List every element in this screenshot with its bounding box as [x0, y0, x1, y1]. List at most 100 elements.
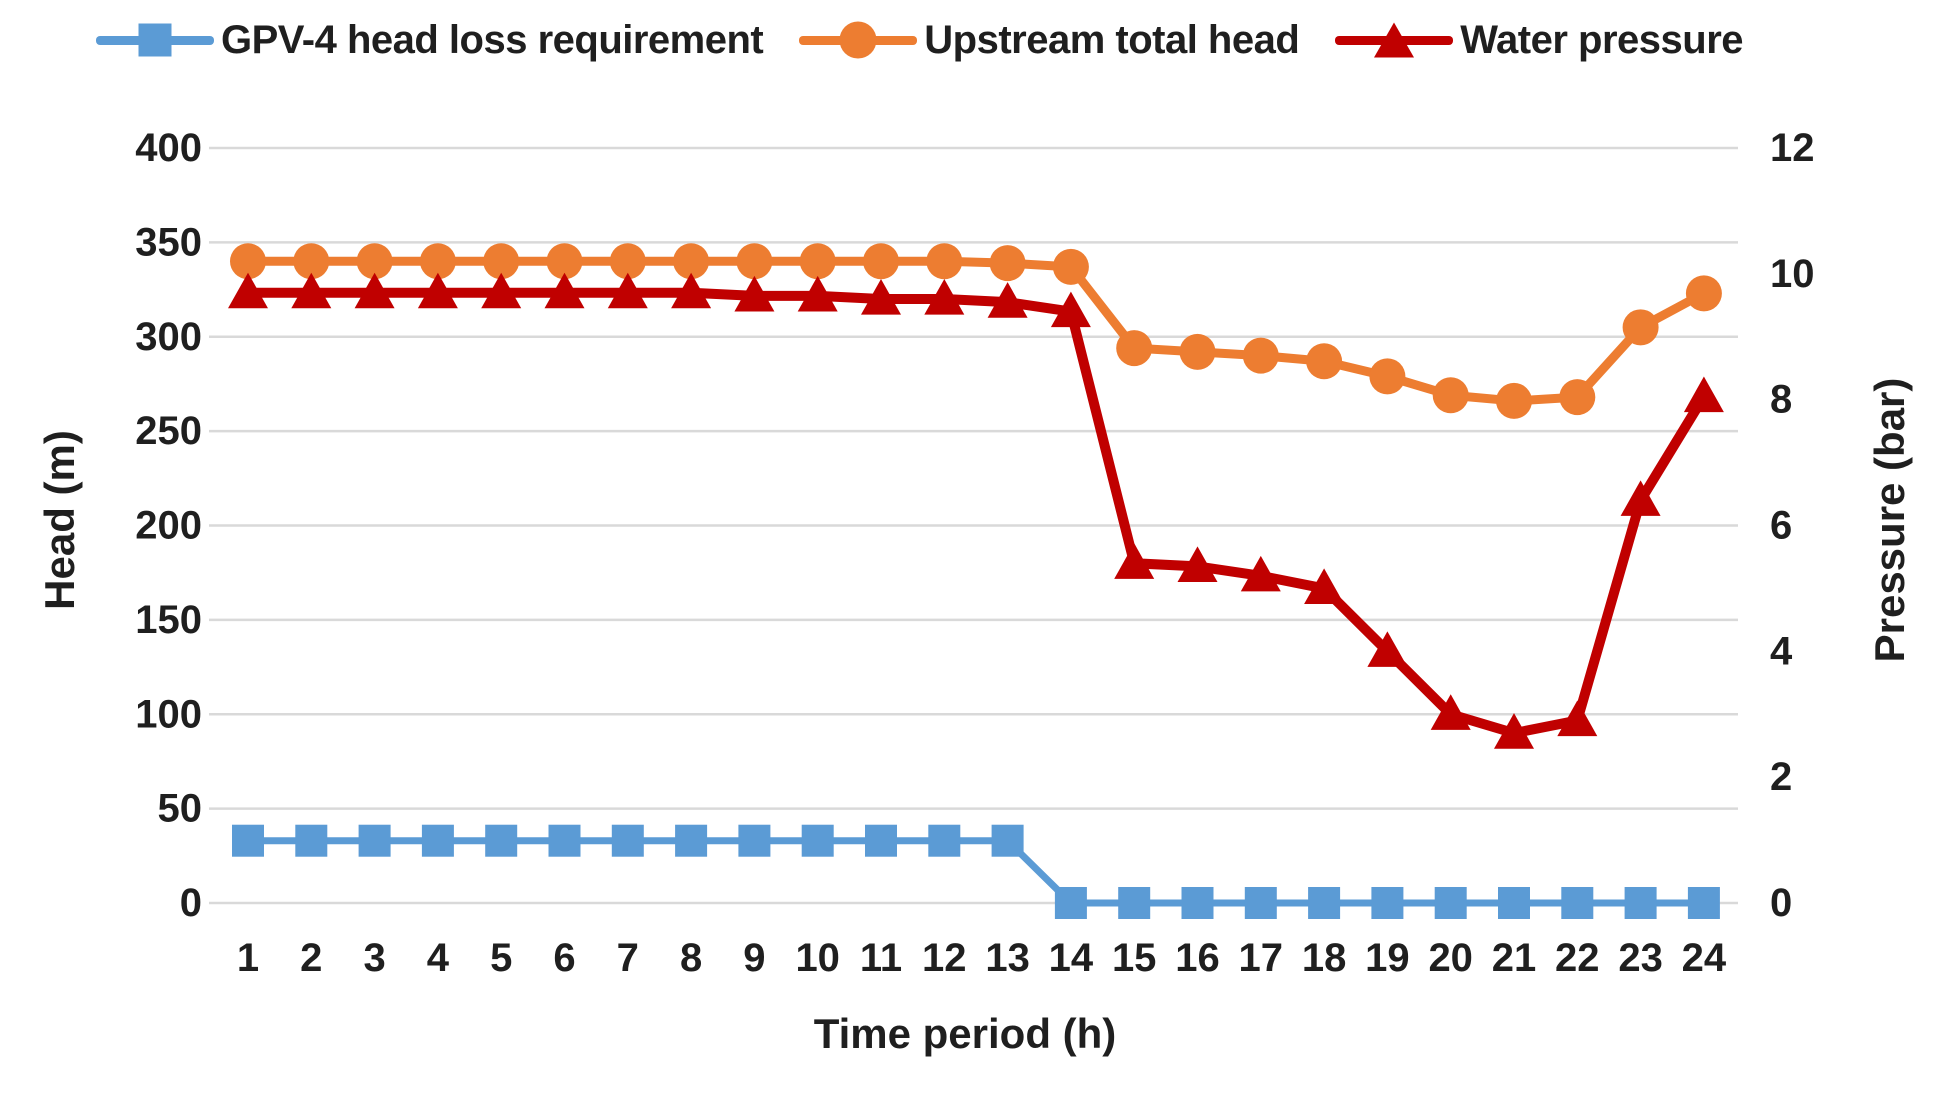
data-point-triangle — [1050, 291, 1091, 328]
data-point-circle — [546, 243, 583, 280]
chart-legend: GPV-4 head loss requirement Upstream tot… — [96, 14, 1744, 66]
data-point-square — [1054, 887, 1087, 919]
data-point-square — [865, 824, 897, 857]
right-axis-tick-label: 6 — [1770, 504, 1792, 548]
x-axis-tick-label: 6 — [553, 936, 575, 980]
data-point-square — [1371, 887, 1404, 919]
x-axis-tick-label: 11 — [860, 936, 902, 980]
data-point-triangle — [987, 282, 1028, 318]
x-axis-tick-label: 1 — [237, 936, 259, 980]
data-point-triangle — [671, 272, 712, 309]
data-point-triangle — [228, 272, 268, 309]
legend-label-upstream: Upstream total head — [924, 17, 1300, 62]
data-point-circle — [1179, 333, 1216, 370]
data-point-circle — [1242, 337, 1279, 374]
data-point-circle — [1116, 330, 1153, 367]
data-point-triangle — [924, 279, 965, 315]
data-point-square — [1181, 887, 1214, 919]
data-point-triangle — [1367, 631, 1408, 667]
x-axis-tick-label: 7 — [617, 936, 639, 980]
x-axis-tick-label: 14 — [1049, 936, 1094, 980]
x-axis-tick-label: 22 — [1555, 936, 1600, 980]
left-axis-tick-label: 250 — [135, 409, 202, 453]
x-axis-title: Time period (h) — [813, 1010, 1117, 1057]
x-axis-tick-label: 15 — [1112, 936, 1157, 980]
left-axis-tick-label: 350 — [135, 220, 202, 264]
data-point-square — [295, 824, 328, 857]
right-axis-tick-label: 10 — [1770, 252, 1815, 296]
data-point-triangle — [1114, 543, 1155, 579]
data-point-square — [1118, 887, 1151, 919]
data-point-circle — [1496, 382, 1532, 419]
x-axis-tick-label: 20 — [1428, 936, 1473, 980]
left-axis-tick-label: 400 — [135, 126, 202, 170]
data-point-triangle — [1177, 546, 1218, 582]
legend-item-gpv4-head-loss: GPV-4 head loss requirement — [96, 17, 764, 63]
x-axis-tick-label: 16 — [1175, 936, 1220, 980]
data-point-circle — [863, 243, 899, 280]
triangle-marker-icon — [1374, 22, 1415, 58]
square-marker-icon — [138, 23, 172, 57]
right-axis-tick-label: 4 — [1770, 629, 1793, 673]
data-point-circle — [1306, 343, 1343, 380]
data-point-square — [1434, 887, 1467, 919]
data-point-square — [1624, 887, 1657, 919]
x-axis-tick-label: 10 — [795, 936, 840, 980]
left-axis-tick-label: 200 — [135, 504, 202, 548]
data-point-triangle — [1683, 376, 1724, 413]
right-axis-tick-label: 0 — [1770, 881, 1792, 925]
x-axis-tick-label: 2 — [300, 936, 322, 980]
legend-label-water-pressure: Water pressure — [1460, 17, 1744, 62]
data-point-square — [1498, 887, 1530, 919]
data-point-triangle — [1494, 713, 1534, 749]
data-point-circle — [799, 243, 836, 280]
left-axis-tick-label: 0 — [180, 881, 202, 925]
data-point-circle — [1369, 358, 1406, 395]
series-line-square — [248, 837, 1704, 907]
left-axis-tick-label: 150 — [135, 598, 202, 642]
x-axis-tick-label: 8 — [680, 936, 702, 980]
data-point-triangle — [734, 275, 775, 312]
data-point-circle — [609, 243, 646, 280]
data-point-square — [232, 824, 264, 857]
circle-marker-icon — [839, 21, 877, 59]
data-point-square — [738, 824, 771, 857]
data-point-square — [358, 824, 391, 857]
x-axis-tick-label: 9 — [743, 936, 765, 980]
legend-circle-marker-icon — [799, 18, 918, 62]
data-point-triangle — [1430, 694, 1471, 730]
left-axis-tick-label: 300 — [135, 315, 202, 359]
series-line-triangle — [248, 287, 1709, 739]
legend-triangle-marker-icon — [1335, 18, 1454, 62]
right-axis-tick-label: 2 — [1770, 755, 1792, 799]
data-point-square — [1308, 887, 1341, 919]
x-axis-tick-label: 13 — [985, 936, 1030, 980]
data-point-circle — [483, 243, 520, 280]
x-axis-tick-label: 19 — [1365, 936, 1410, 980]
data-point-circle — [293, 243, 330, 280]
data-point-circle — [673, 243, 710, 280]
data-point-triangle — [417, 272, 458, 309]
data-point-square — [675, 824, 708, 857]
x-axis-tick-label: 21 — [1492, 936, 1537, 980]
x-axis-tick-label: 3 — [363, 936, 385, 980]
data-point-square — [548, 824, 581, 857]
data-point-circle — [1052, 248, 1089, 285]
data-point-circle — [1559, 379, 1596, 416]
legend-label-gpv4: GPV-4 head loss requirement — [221, 17, 764, 62]
data-point-circle — [1432, 377, 1469, 414]
data-point-triangle — [1557, 700, 1598, 737]
legend-item-upstream-total-head: Upstream total head — [799, 17, 1300, 63]
data-point-square — [421, 824, 454, 857]
x-axis-tick-label: 5 — [490, 936, 512, 980]
series-line-circle — [248, 256, 1707, 406]
right-axis-tick-label: 8 — [1770, 378, 1792, 422]
data-point-triangle — [797, 275, 838, 312]
data-point-square — [801, 824, 834, 857]
data-point-triangle — [291, 272, 332, 309]
data-point-square — [611, 824, 644, 857]
data-point-triangle — [1240, 555, 1281, 592]
data-point-triangle — [607, 272, 648, 309]
data-point-circle — [1622, 309, 1659, 346]
